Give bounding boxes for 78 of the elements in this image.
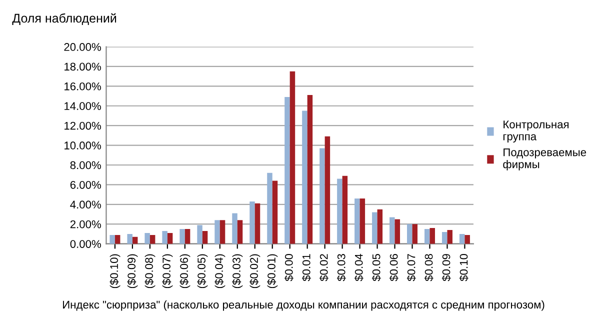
bar — [254, 203, 260, 244]
x-tick-label: $0.02 — [319, 254, 328, 282]
bar — [250, 201, 255, 244]
bar — [180, 229, 185, 244]
x-tick-label: $0.00 — [284, 254, 294, 282]
x-tick-label: ($0.03) — [232, 254, 243, 288]
x-tick-label: ($0.02) — [250, 254, 260, 288]
bar — [232, 213, 238, 244]
bar — [447, 230, 452, 244]
bar — [324, 136, 330, 244]
x-tick-label: $0.03 — [336, 254, 346, 282]
bar — [394, 219, 400, 244]
x-tick-label: ($0.01) — [267, 254, 278, 288]
y-tick-label: 6.00% — [70, 180, 101, 189]
bar — [354, 198, 360, 244]
bar — [290, 71, 296, 244]
bar — [377, 209, 383, 244]
bar — [127, 234, 132, 244]
x-tick-label: $0.04 — [354, 254, 364, 282]
bar — [197, 225, 202, 244]
bar — [302, 110, 308, 244]
y-tick-label: 2.00% — [70, 220, 101, 228]
bar — [162, 231, 168, 244]
y-tick-label: 0.00% — [70, 240, 101, 248]
bar — [110, 234, 115, 244]
x-tick-label: $0.05 — [372, 254, 381, 282]
y-tick-label: 12.00% — [64, 122, 101, 130]
bar — [202, 231, 208, 244]
bar — [132, 236, 138, 244]
legend-label: Контрольная группа — [503, 120, 569, 143]
x-tick-label: $0.10 — [459, 254, 468, 282]
bar — [390, 217, 395, 244]
bar — [220, 220, 226, 244]
x-tick-label: ($0.09) — [127, 254, 138, 288]
x-tick-label: $0.01 — [302, 254, 311, 282]
bar — [167, 232, 173, 244]
bar — [272, 180, 278, 244]
bar — [184, 229, 190, 244]
legend-label: Подозреваемые фирмы — [503, 148, 586, 170]
bar — [459, 234, 465, 244]
y-tick-label: 16.00% — [64, 82, 101, 90]
y-tick-label: 10.00% — [64, 142, 101, 150]
x-tick-label: $0.08 — [424, 254, 434, 282]
bar — [372, 212, 378, 244]
x-tick-label: ($0.05) — [197, 254, 208, 288]
x-tick-label: ($0.10) — [110, 254, 120, 288]
y-tick-label: 18.00% — [64, 62, 101, 71]
bar — [214, 220, 220, 244]
x-tick-label: ($0.06) — [180, 254, 190, 288]
bar — [284, 97, 290, 244]
bar — [307, 95, 313, 244]
x-tick-label: $0.07 — [406, 254, 416, 282]
y-tick-label: 14.00% — [64, 102, 101, 110]
x-tick-label: ($0.04) — [214, 254, 226, 288]
bar — [114, 234, 120, 244]
bar — [430, 228, 435, 244]
bar — [320, 148, 325, 244]
chart-title: Доля наблюдений — [12, 13, 116, 26]
bar — [442, 232, 448, 244]
bar — [412, 224, 418, 244]
x-tick-label: ($0.08) — [144, 254, 156, 288]
bar — [424, 229, 430, 244]
x-axis-title: Индекс "сюрприза" (насколько реальные доходы компании расходятся с средним прогнозом) — [63, 300, 544, 311]
y-tick-label: 8.00% — [70, 161, 101, 170]
y-tick-label: 20.00% — [64, 43, 101, 51]
x-tick-label: $0.09 — [442, 254, 451, 282]
bar — [150, 234, 156, 244]
bar — [342, 176, 348, 244]
y-tick-label: 4.00% — [70, 200, 101, 209]
bar — [237, 220, 243, 244]
bar — [407, 224, 412, 244]
bar — [267, 172, 272, 244]
bar — [360, 198, 366, 244]
x-tick-label: $0.06 — [389, 254, 398, 282]
bar — [464, 234, 470, 244]
bar — [337, 178, 342, 244]
bar — [144, 232, 150, 244]
x-tick-label: ($0.07) — [162, 254, 173, 288]
